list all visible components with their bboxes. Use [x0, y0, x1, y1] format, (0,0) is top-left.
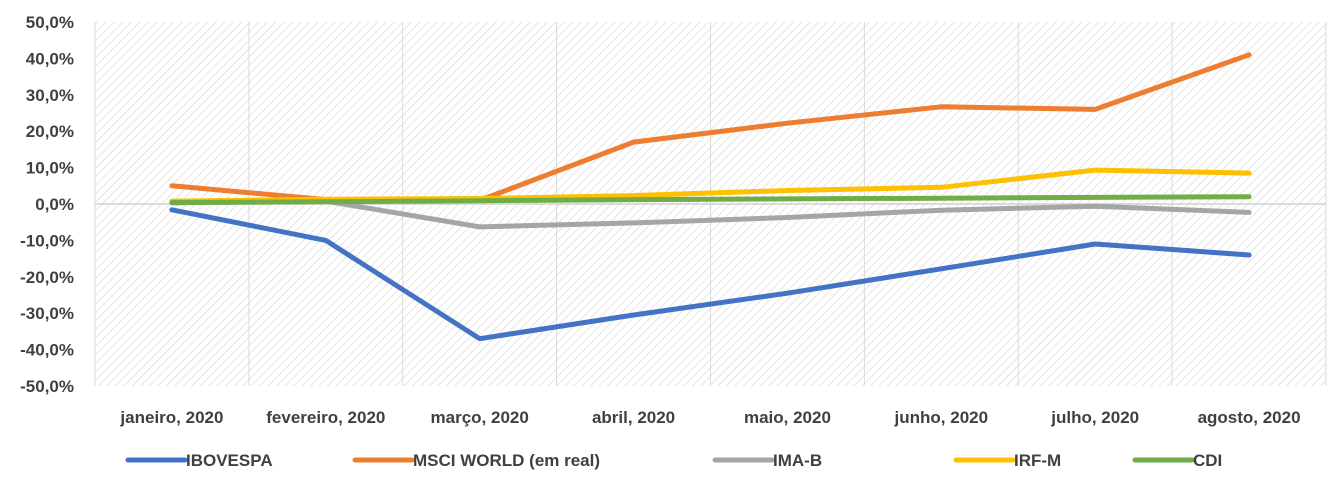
y-tick-label: -10,0% [20, 231, 74, 250]
y-tick-label: -20,0% [20, 268, 74, 287]
y-tick-label: 50,0% [26, 13, 74, 32]
y-tick-label: 0,0% [35, 195, 74, 214]
x-tick-label: agosto, 2020 [1198, 408, 1301, 427]
series-line-cdi [169, 194, 1252, 205]
x-tick-label: maio, 2020 [744, 408, 831, 427]
y-tick-label: 20,0% [26, 122, 74, 141]
x-tick-label: abril, 2020 [592, 408, 675, 427]
series-lines [169, 52, 1252, 342]
series-line-ima-b [169, 198, 1252, 230]
y-tick-label: 30,0% [26, 86, 74, 105]
y-tick-label: 10,0% [26, 159, 74, 178]
x-tick-label: março, 2020 [431, 408, 529, 427]
y-axis-tick-labels: 50,0% 40,0% 30,0% 20,0% 10,0% 0,0% -10,0% -20,0… [20, 13, 74, 396]
legend-label-cdi: CDI [1193, 451, 1222, 470]
y-tick-label: -40,0% [20, 341, 74, 360]
x-tick-label: janeiro, 2020 [119, 408, 223, 427]
x-tick-label: fevereiro, 2020 [266, 408, 385, 427]
legend: IBOVESPA MSCI WORLD (em real) IMA-B IRF-M CD… [125, 451, 1222, 470]
y-tick-label: -30,0% [20, 304, 74, 323]
series-line-ibovespa [169, 207, 1252, 342]
x-tick-label: julho, 2020 [1050, 408, 1139, 427]
legend-label-msci-world-em-real: MSCI WORLD (em real) [413, 451, 600, 470]
x-axis-tick-labels: janeiro, 2020 fevereiro, 2020 março, 2020 a… [119, 408, 1300, 427]
y-tick-label: 40,0% [26, 49, 74, 68]
x-tick-label: junho, 2020 [894, 408, 989, 427]
legend-label-irf-m: IRF-M [1014, 451, 1061, 470]
legend-label-ibovespa: IBOVESPA [186, 451, 273, 470]
legend-label-ima-b: IMA-B [773, 451, 822, 470]
y-tick-label: -50,0% [20, 377, 74, 396]
